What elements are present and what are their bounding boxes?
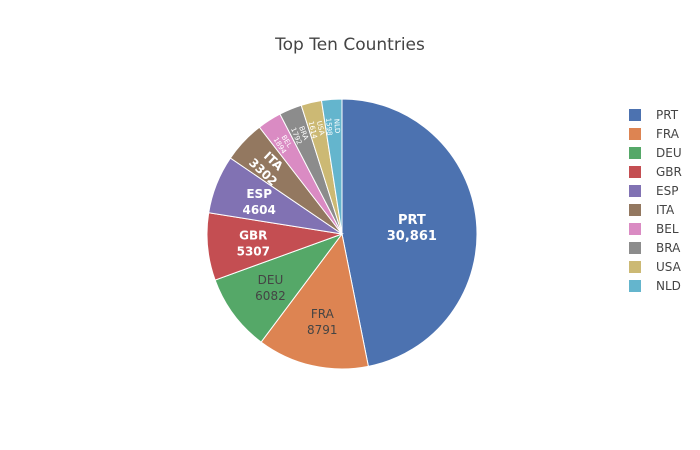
legend-label-bel: BEL xyxy=(656,222,679,236)
legend-swatch-bel xyxy=(629,223,641,235)
pie-label-country-esp: ESP xyxy=(246,187,272,201)
legend-item-bel[interactable]: BEL xyxy=(629,222,679,236)
legend-swatch-esp xyxy=(629,185,641,197)
legend-swatch-fra xyxy=(629,128,641,140)
pie-slice-deu xyxy=(214,232,344,343)
legend: PRT FRA DEU GBR ESP ITA BEL BRA USA NLD xyxy=(629,108,682,293)
pie-label-gbr: GBR 5307 xyxy=(237,228,270,258)
pie-label-value-fra: 8791 xyxy=(307,323,338,337)
pie-label-deu: DEU 6082 xyxy=(255,273,286,303)
legend-label-nld: NLD xyxy=(656,279,681,293)
pie-label-country-gbr: GBR xyxy=(239,228,267,242)
pie-slices xyxy=(206,98,478,370)
legend-swatch-prt xyxy=(629,109,641,121)
pie-label-country-fra: FRA xyxy=(311,307,335,321)
pie-label-value-gbr: 5307 xyxy=(237,244,270,258)
legend-label-ita: ITA xyxy=(656,203,675,217)
legend-swatch-nld xyxy=(629,280,641,292)
legend-swatch-ita xyxy=(629,204,641,216)
legend-label-bra: BRA xyxy=(656,241,681,255)
legend-item-ita[interactable]: ITA xyxy=(629,203,675,217)
legend-swatch-deu xyxy=(629,147,641,159)
chart-title: Top Ten Countries xyxy=(274,35,425,55)
pie-label-value-nld: 1598 xyxy=(324,118,333,136)
legend-label-fra: FRA xyxy=(656,127,680,141)
pie-slice-prt xyxy=(341,98,478,367)
pie-slice-fra xyxy=(260,232,369,370)
pie-label-country-deu: DEU xyxy=(258,273,284,287)
legend-item-deu[interactable]: DEU xyxy=(629,146,682,160)
legend-swatch-bra xyxy=(629,242,641,254)
pie-label-country-prt: PRT xyxy=(398,213,426,228)
legend-item-usa[interactable]: USA xyxy=(629,260,682,274)
legend-label-prt: PRT xyxy=(656,108,679,122)
pie-label-value-deu: 6082 xyxy=(255,289,286,303)
legend-label-esp: ESP xyxy=(656,184,678,198)
legend-swatch-usa xyxy=(629,261,641,273)
legend-label-deu: DEU xyxy=(656,146,682,160)
pie-label-country-usa: USA xyxy=(315,120,326,136)
pie-label-esp: ESP 4604 xyxy=(242,187,275,217)
pie-label-value-esp: 4604 xyxy=(242,203,275,217)
legend-item-fra[interactable]: FRA xyxy=(629,127,680,141)
pie-label-country-nld: NLD xyxy=(332,119,341,134)
pie-label-value-usa: 1614 xyxy=(307,120,319,140)
legend-item-nld[interactable]: NLD xyxy=(629,279,681,293)
legend-swatch-gbr xyxy=(629,166,641,178)
pie-label-value-prt: 30,861 xyxy=(387,229,437,244)
legend-item-bra[interactable]: BRA xyxy=(629,241,681,255)
legend-item-esp[interactable]: ESP xyxy=(629,184,678,198)
legend-label-usa: USA xyxy=(656,260,682,274)
legend-item-gbr[interactable]: GBR xyxy=(629,165,682,179)
pie-slice-nld xyxy=(320,98,343,235)
pie-label-fra: FRA 8791 xyxy=(307,307,338,337)
legend-item-prt[interactable]: PRT xyxy=(629,108,679,122)
legend-label-gbr: GBR xyxy=(656,165,682,179)
